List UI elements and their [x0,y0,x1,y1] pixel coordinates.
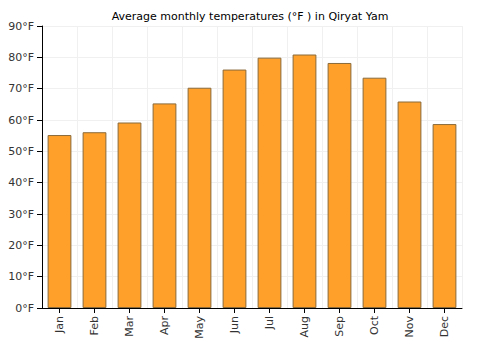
svg-text:Mar: Mar [123,316,136,337]
svg-text:40°F: 40°F [8,176,34,189]
svg-text:May: May [193,316,206,339]
svg-text:Apr: Apr [158,316,171,336]
svg-text:Jun: Jun [228,316,241,334]
svg-text:50°F: 50°F [8,145,34,158]
svg-text:80°F: 80°F [8,51,34,64]
svg-text:90°F: 90°F [8,20,34,33]
svg-text:Dec: Dec [438,316,451,337]
svg-text:Aug: Aug [298,316,311,337]
svg-text:60°F: 60°F [8,114,34,127]
svg-text:Oct: Oct [368,315,381,335]
svg-text:30°F: 30°F [8,208,34,221]
svg-text:10°F: 10°F [8,270,34,283]
svg-text:Nov: Nov [403,316,416,338]
svg-text:20°F: 20°F [8,239,34,252]
svg-text:Sep: Sep [333,316,346,337]
svg-text:Jul: Jul [263,316,276,330]
svg-text:70°F: 70°F [8,82,34,95]
svg-text:Jan: Jan [53,316,66,334]
svg-text:Average monthly temperatures (: Average monthly temperatures (°F ) in Qi… [112,10,389,23]
svg-text:Feb: Feb [88,316,101,335]
svg-text:0°F: 0°F [15,302,34,315]
